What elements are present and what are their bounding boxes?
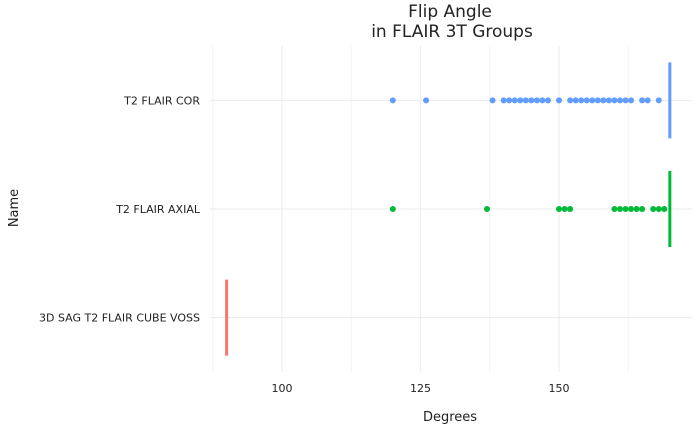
data-point: [556, 206, 563, 212]
data-point: [517, 97, 524, 104]
data-point: [522, 97, 529, 104]
data-point: [605, 97, 612, 104]
y-tick-label: T2 FLAIR COR: [123, 94, 200, 107]
data-point: [389, 206, 396, 212]
data-point: [639, 206, 646, 212]
data-point: [389, 97, 396, 104]
data-point: [528, 97, 535, 104]
data-point: [633, 206, 640, 212]
x-tick-label: 150: [549, 382, 570, 395]
y-axis-title: Name: [7, 189, 22, 227]
data-point: [583, 97, 590, 104]
data-point: [650, 206, 657, 212]
data-point: [628, 97, 635, 104]
data-point: [423, 97, 430, 104]
data-point: [639, 97, 646, 104]
data-point: [616, 206, 623, 212]
x-tick-label: 100: [272, 382, 293, 395]
data-point: [628, 206, 635, 212]
data-point: [661, 206, 668, 212]
marks-layer: [225, 62, 672, 356]
y-tick-label: T2 FLAIR AXIAL: [115, 203, 201, 216]
data-point: [611, 206, 618, 212]
y-tick-label: 3D SAG T2 FLAIR CUBE VOSS: [39, 312, 200, 325]
data-point: [533, 97, 540, 104]
chart-title-line-1: Flip Angle: [408, 2, 492, 22]
data-point: [539, 97, 546, 104]
data-point: [600, 97, 607, 104]
x-tick-label: 125: [410, 382, 431, 395]
labels-layer: Flip Angle in FLAIR 3T Groups Degrees Na…: [7, 2, 570, 425]
data-point: [489, 97, 496, 104]
data-point: [594, 97, 601, 104]
x-axis-title: Degrees: [423, 410, 477, 425]
data-point: [484, 206, 491, 212]
data-point: [655, 97, 662, 104]
chart-title-line-2: in FLAIR 3T Groups: [371, 22, 533, 42]
data-point: [655, 206, 662, 212]
data-point: [622, 97, 629, 104]
data-point: [572, 97, 579, 104]
data-point: [506, 97, 513, 104]
data-point: [567, 97, 574, 104]
data-point: [500, 97, 507, 104]
data-point: [511, 97, 518, 104]
data-point: [616, 97, 623, 104]
data-point: [578, 97, 585, 104]
data-point: [622, 206, 629, 212]
data-point: [567, 206, 574, 212]
data-point: [556, 97, 563, 104]
data-point: [589, 97, 596, 104]
data-point: [561, 206, 568, 212]
data-point: [644, 97, 651, 104]
data-point: [611, 97, 618, 104]
data-point: [544, 97, 551, 104]
